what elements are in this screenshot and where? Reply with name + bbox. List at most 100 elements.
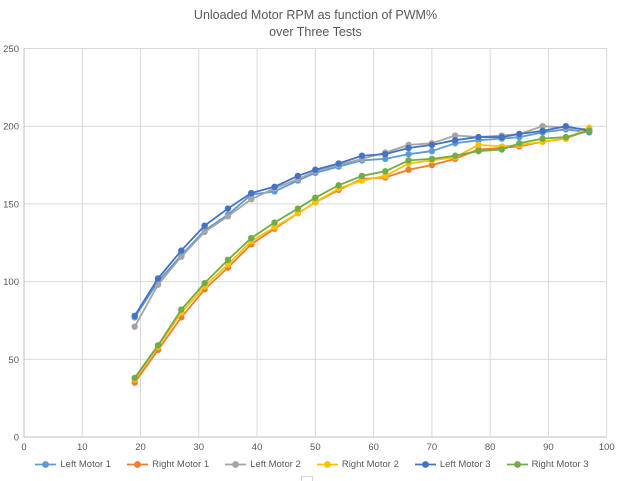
y-tick-label: 0 (14, 433, 19, 444)
data-point-left-motor-3 (428, 141, 436, 149)
legend-label-right-motor-2: Right Motor 2 (341, 458, 399, 470)
data-point-right-motor-3 (335, 182, 342, 189)
legend-marker-left-motor-2 (225, 460, 247, 468)
legend-marker-right-motor-3 (506, 460, 528, 468)
data-point-left-motor-2 (201, 228, 208, 236)
legend-item-left-motor-1: Left Motor 1 (35, 459, 111, 470)
data-point-left-motor-3 (475, 133, 482, 141)
data-point-right-motor-3 (201, 279, 208, 287)
data-point-left-motor-3 (498, 133, 506, 141)
data-point-left-motor-2 (248, 196, 255, 203)
data-point-left-motor-3 (516, 130, 523, 138)
x-tick-label: 20 (135, 442, 146, 453)
y-tick-label: 50 (8, 355, 19, 366)
legend-marker-right-motor-2 (316, 460, 338, 468)
data-point-right-motor-2 (312, 199, 319, 206)
series-line-right-motor-1 (133, 128, 590, 384)
data-point-right-motor-2 (271, 224, 278, 231)
data-point-right-motor-3 (312, 194, 319, 201)
legend: Left Motor 1 Right Motor 1 Left Motor 2 Rig… (14, 456, 610, 472)
legend-label-left-motor-2: Left Motor 2 (250, 458, 301, 470)
data-point-left-motor-3 (335, 160, 342, 167)
data-point-left-motor-3 (294, 172, 302, 180)
legend-item-left-motor-2: Left Motor 2 (225, 459, 301, 470)
legend-item-left-motor-3: Left Motor 3 (414, 458, 491, 470)
y-tick-label: 250 (3, 44, 19, 55)
chart-title-line2: over Three Tests (269, 25, 362, 39)
legend-marker-left-motor-1 (35, 460, 57, 468)
data-point-right-motor-3 (539, 135, 546, 142)
chart-title: Unloaded Motor RPM as function of PWM% o… (24, 7, 607, 41)
data-point-right-motor-1 (405, 166, 412, 173)
data-point-left-motor-3 (382, 150, 389, 158)
data-point-left-motor-3 (224, 205, 232, 212)
data-point-right-motor-3 (224, 256, 232, 264)
legend-item-right-motor-3: Right Motor 3 (506, 458, 589, 470)
x-tick-label: 40 (252, 442, 263, 453)
data-point-left-motor-3 (562, 123, 570, 130)
x-tick-label: 60 (368, 442, 379, 453)
data-point-right-motor-3 (451, 152, 459, 159)
x-tick-label: 100 (599, 442, 615, 453)
data-point-right-motor-3 (382, 168, 389, 175)
data-point-left-motor-3 (312, 166, 319, 173)
data-point-left-motor-1 (405, 150, 412, 158)
data-point-left-motor-3 (131, 312, 138, 319)
data-point-right-motor-2 (358, 177, 366, 184)
data-point-left-motor-2 (131, 323, 138, 330)
data-point-right-motor-3 (358, 172, 366, 180)
x-tick-label: 0 (21, 442, 26, 453)
data-point-left-motor-1 (382, 155, 389, 163)
data-point-left-motor-2 (178, 253, 185, 260)
y-tick-label: 200 (3, 122, 19, 133)
data-point-right-motor-3 (586, 127, 593, 135)
data-point-right-motor-3 (178, 306, 185, 313)
data-point-left-motor-2 (539, 123, 546, 130)
legend-marker-left-motor-3 (414, 460, 436, 468)
x-tick-label: 30 (194, 442, 205, 453)
data-point-right-motor-3 (516, 140, 523, 147)
legend-marker-right-motor-1 (127, 460, 149, 468)
chart-title-line1: Unloaded Motor RPM as function of PWM% (193, 8, 438, 22)
data-point-left-motor-3 (405, 144, 412, 152)
data-point-right-motor-3 (271, 219, 278, 226)
data-point-left-motor-3 (539, 127, 546, 135)
series-line-right-motor-3 (133, 129, 590, 379)
data-point-right-motor-3 (405, 157, 412, 164)
y-tick-label: 150 (3, 199, 19, 210)
data-point-left-motor-3 (248, 189, 255, 197)
data-point-left-motor-2 (224, 213, 232, 220)
legend-label-right-motor-1: Right Motor 1 (152, 458, 210, 470)
data-point-left-motor-3 (178, 247, 185, 254)
data-point-right-motor-1 (428, 161, 436, 169)
y-tick-label: 100 (3, 277, 19, 288)
data-point-right-motor-3 (498, 146, 506, 153)
data-point-left-motor-2 (451, 132, 459, 139)
plot-area: 0 10 20 30 40 50 60 70 80 90 100 0 50 100 150 200 250 (3, 44, 615, 453)
data-point-right-motor-2 (475, 141, 482, 149)
x-tick-label: 70 (427, 442, 438, 453)
data-point-right-motor-3 (131, 374, 138, 382)
legend-item-right-motor-2: Right Motor 2 (316, 458, 399, 470)
legend-label-left-motor-1: Left Motor 1 (60, 458, 112, 470)
data-point-left-motor-2 (154, 281, 162, 288)
series-line-right-motor-2 (133, 126, 590, 381)
legend-label-right-motor-3: Right Motor 3 (531, 458, 589, 470)
data-point-right-motor-3 (294, 205, 302, 212)
data-point-left-motor-3 (451, 136, 459, 144)
data-point-right-motor-3 (562, 133, 570, 141)
legend-label-left-motor-3: Left Motor 3 (439, 458, 491, 470)
data-point-right-motor-3 (428, 155, 436, 163)
data-point-right-motor-3 (154, 342, 162, 349)
legend-item-right-motor-1: Right Motor 1 (127, 459, 209, 470)
data-point-right-motor-3 (248, 234, 255, 242)
data-point-left-motor-3 (358, 152, 366, 159)
x-tick-label: 10 (77, 442, 88, 453)
x-tick-label: 80 (485, 442, 496, 453)
data-point-right-motor-3 (475, 147, 482, 155)
data-point-right-motor-2 (382, 172, 389, 180)
data-point-left-motor-3 (201, 222, 208, 229)
chart-resize-handle[interactable] (301, 476, 313, 481)
x-tick-label: 90 (543, 442, 554, 453)
